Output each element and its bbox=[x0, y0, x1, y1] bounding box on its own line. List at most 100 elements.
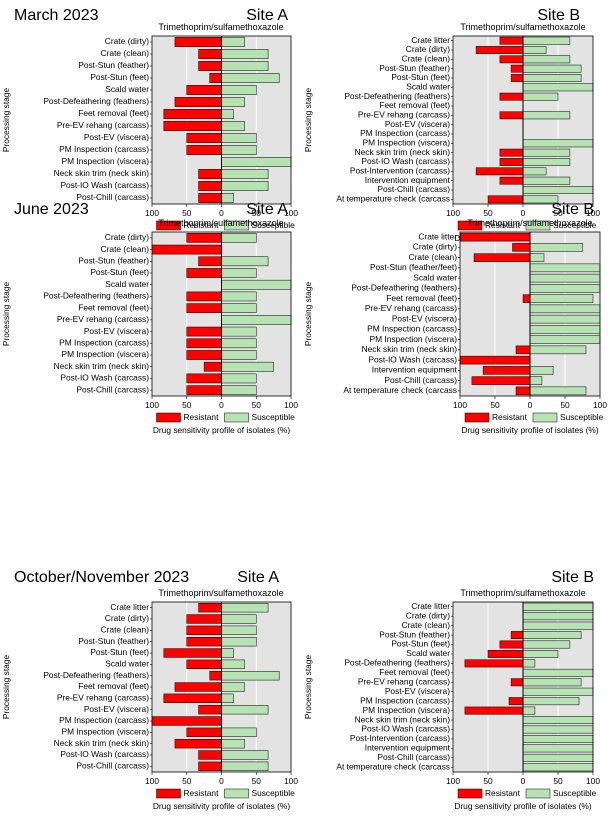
y-axis-label: Processing stage bbox=[303, 282, 313, 347]
category-label: Scald water bbox=[105, 84, 149, 94]
susceptible-bar bbox=[522, 602, 594, 611]
resistant-bar bbox=[163, 693, 222, 704]
susceptible-bar bbox=[522, 176, 571, 185]
resistant-bar bbox=[186, 85, 222, 95]
resistant-bar bbox=[186, 233, 222, 243]
category-label: Post-Stun (feather) bbox=[379, 629, 450, 639]
resistant-bar bbox=[186, 614, 222, 624]
category-label: At temperature check (carcass bbox=[336, 194, 450, 204]
category-label: Post-Chill (carcass) bbox=[377, 184, 450, 194]
susceptible-bar bbox=[221, 233, 257, 243]
category-label: Neck skin trim (neck skin) bbox=[355, 147, 451, 157]
x-tick-label: 100 bbox=[446, 208, 460, 218]
x-tick-label: 100 bbox=[145, 776, 159, 786]
category-label: Post-Defeathering (feathers) bbox=[43, 291, 149, 301]
x-tick-label: 0 bbox=[521, 208, 526, 218]
category-label: Post-Defeathering (feathers) bbox=[344, 658, 450, 668]
resistant-bar bbox=[459, 232, 531, 242]
susceptible-bar bbox=[221, 169, 269, 179]
category-label: PM Inspection (viscera) bbox=[62, 349, 150, 359]
susceptible-bar bbox=[221, 682, 245, 692]
susceptible-bar bbox=[522, 744, 594, 753]
category-label: Neck skin trim (neck skin) bbox=[362, 344, 458, 354]
resistant-bar bbox=[163, 109, 222, 119]
chart-title: Trimethoprim/sulfamethoxazole bbox=[460, 588, 585, 598]
legend-swatch-susceptible bbox=[532, 412, 558, 423]
legend-label-resistant: Resistant bbox=[184, 412, 220, 422]
x-tick-label: 100 bbox=[145, 400, 159, 410]
legend-swatch-susceptible bbox=[525, 220, 551, 231]
category-label: Intervention equipment bbox=[365, 175, 451, 185]
resistant-bar bbox=[198, 602, 222, 613]
susceptible-bar bbox=[529, 366, 554, 375]
susceptible-bar bbox=[221, 625, 257, 636]
resistant-bar bbox=[198, 181, 222, 191]
x-tick-label: 50 bbox=[182, 776, 192, 786]
susceptible-bar bbox=[522, 148, 571, 157]
resistant-bar bbox=[151, 244, 222, 255]
susceptible-bar bbox=[221, 157, 292, 167]
susceptible-bar bbox=[221, 727, 257, 738]
susceptible-bar bbox=[221, 193, 234, 203]
resistant-bar bbox=[186, 373, 222, 384]
resistant-bar bbox=[499, 36, 524, 45]
resistant-bar bbox=[499, 92, 524, 101]
category-label: Crate (clean) bbox=[101, 48, 150, 58]
legend-label-resistant: Resistant bbox=[184, 220, 220, 230]
resistant-bar bbox=[198, 750, 222, 760]
chart-title: Trimethoprim/sulfamethoxazole bbox=[460, 22, 585, 32]
category-label: Feet removal (feet) bbox=[78, 302, 149, 312]
legend-swatch-resistant bbox=[464, 412, 490, 423]
susceptible-bar bbox=[221, 750, 269, 760]
site-title: Site A bbox=[237, 569, 279, 586]
legend-swatch-susceptible bbox=[525, 788, 551, 799]
x-tick-label: 0 bbox=[521, 776, 526, 786]
resistant-bar bbox=[174, 738, 222, 749]
x-tick-label: 100 bbox=[284, 208, 298, 218]
x-tick-label: 100 bbox=[593, 400, 607, 410]
susceptible-bar bbox=[522, 83, 594, 92]
x-tick-label: 100 bbox=[446, 776, 460, 786]
resistant-bar bbox=[482, 366, 531, 375]
y-axis-label: Processing stage bbox=[303, 655, 313, 720]
susceptible-bar bbox=[221, 291, 257, 302]
category-label: Scald water bbox=[406, 82, 450, 92]
legend-label-susceptible: Susceptible bbox=[252, 220, 296, 230]
category-label: Neck skin trim (neck skin) bbox=[54, 361, 150, 371]
resistant-bar bbox=[186, 133, 222, 143]
legend-label-susceptible: Susceptible bbox=[252, 412, 296, 422]
susceptible-bar bbox=[529, 335, 601, 344]
category-label: Crate (clean) bbox=[101, 244, 150, 254]
period-title: October/November 2023 bbox=[14, 569, 189, 586]
category-label: Post-Stun (feet) bbox=[90, 72, 149, 82]
category-label: Scald water bbox=[105, 659, 149, 669]
susceptible-bar bbox=[221, 279, 292, 290]
category-label: Feet removal (feet) bbox=[379, 100, 450, 110]
category-label: Post-EV (viscera) bbox=[385, 686, 450, 696]
susceptible-bar bbox=[221, 670, 280, 681]
site-title: Site B bbox=[551, 201, 594, 218]
resistant-bar bbox=[515, 345, 531, 355]
resistant-bar bbox=[510, 74, 524, 82]
susceptible-bar bbox=[529, 273, 601, 283]
susceptible-bar bbox=[529, 386, 587, 396]
susceptible-bar bbox=[221, 49, 269, 59]
category-label: PM Inspection (carcass) bbox=[367, 324, 457, 334]
category-label: Post-IO Wash (carcass) bbox=[368, 354, 457, 364]
resistant-bar bbox=[163, 648, 222, 658]
category-label: Crate litter bbox=[411, 35, 450, 45]
legend-label-susceptible: Susceptible bbox=[553, 220, 597, 230]
category-label: Scald water bbox=[413, 272, 457, 282]
resistant-bar bbox=[510, 64, 524, 73]
susceptible-bar bbox=[221, 614, 257, 624]
susceptible-bar bbox=[529, 284, 601, 293]
susceptible-bar bbox=[522, 74, 582, 82]
category-label: Crate (dirty) bbox=[105, 613, 149, 623]
legend-label-susceptible: Susceptible bbox=[252, 788, 296, 798]
x-axis-label: Drug sensitivity profile of isolates (%) bbox=[461, 425, 599, 435]
x-tick-label: 50 bbox=[490, 400, 500, 410]
period-title: March 2023 bbox=[14, 7, 99, 24]
category-label: PM Inspection (viscera) bbox=[363, 705, 451, 715]
category-label: Post-Stun (feet) bbox=[90, 647, 149, 657]
